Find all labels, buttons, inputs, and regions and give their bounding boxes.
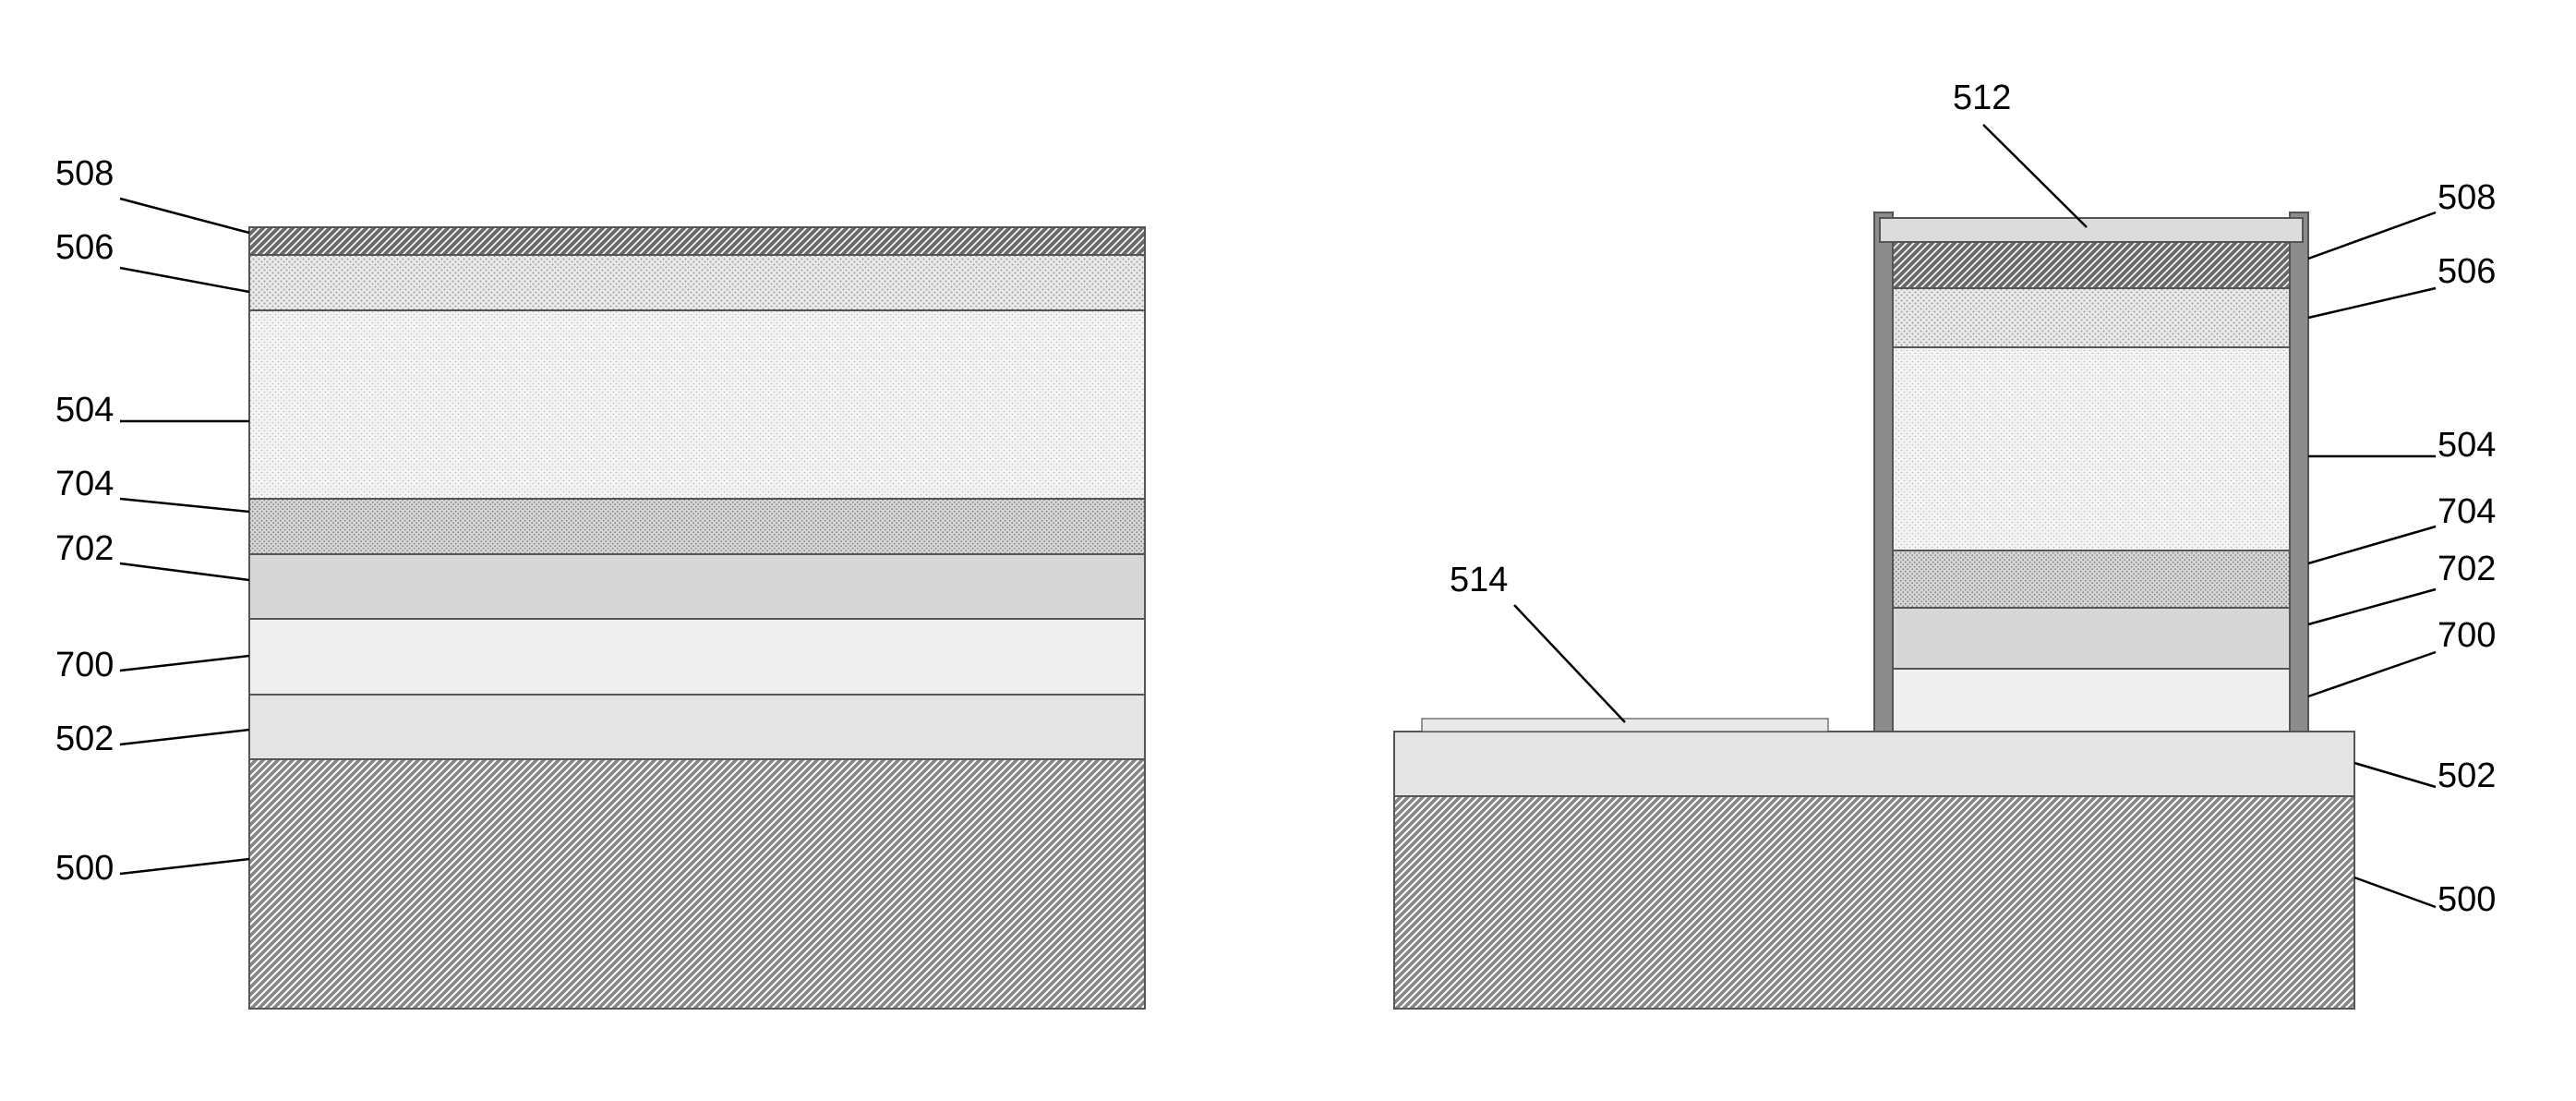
left-label-508: 508 — [55, 154, 114, 193]
left-label-506: 506 — [55, 228, 114, 267]
right-layer-702 — [1893, 608, 2290, 669]
right-label-504: 504 — [2438, 426, 2496, 465]
right-label-700: 700 — [2438, 616, 2496, 655]
left-label-704: 704 — [55, 465, 114, 503]
right-layer-512-cap — [1880, 218, 2303, 242]
right-label-704: 704 — [2438, 492, 2496, 531]
right-leader-508 — [2308, 212, 2436, 259]
right-layer-704 — [1893, 550, 2290, 608]
left-leader-702 — [120, 563, 249, 580]
right-label-506: 506 — [2438, 252, 2496, 291]
right-leader-500 — [2354, 877, 2436, 907]
left-layer-508 — [249, 227, 1145, 255]
right-layer-508 — [1893, 242, 2290, 288]
left-layer-504 — [249, 310, 1145, 499]
left-layer-704 — [249, 499, 1145, 554]
right-layer-506 — [1893, 288, 2290, 347]
left-leader-500 — [120, 859, 249, 874]
right-512-sidewall-right — [2290, 212, 2308, 732]
left-label-700: 700 — [55, 646, 114, 684]
right-layer-502 — [1394, 732, 2354, 796]
right-512-sidewall-left — [1874, 212, 1893, 732]
figure-canvas: 508 506 504 704 702 700 502 500 512 508 506 504 704 7… — [0, 0, 2576, 1101]
right-label-508: 508 — [2438, 178, 2496, 217]
right-leader-512 — [1983, 125, 2087, 227]
right-layer-500 — [1394, 796, 2354, 1009]
left-label-702: 702 — [55, 529, 114, 568]
right-leader-514 — [1514, 605, 1625, 722]
right-leader-704 — [2308, 526, 2436, 563]
right-leader-700 — [2308, 652, 2436, 696]
right-label-512: 512 — [1953, 79, 2011, 117]
left-label-504: 504 — [55, 391, 114, 430]
right-label-514: 514 — [1450, 561, 1508, 599]
right-label-500: 500 — [2438, 880, 2496, 919]
right-layer-700 — [1893, 669, 2290, 732]
right-layer-504 — [1893, 347, 2290, 550]
left-layer-502 — [249, 695, 1145, 759]
right-leader-502 — [2354, 763, 2436, 787]
left-leader-704 — [120, 499, 249, 512]
left-layer-700 — [249, 619, 1145, 695]
left-leader-508 — [120, 199, 249, 233]
right-label-502: 502 — [2438, 756, 2496, 795]
right-leader-506 — [2308, 288, 2436, 318]
left-layer-702 — [249, 554, 1145, 619]
left-layer-500 — [249, 759, 1145, 1009]
left-leader-502 — [120, 730, 249, 744]
left-leader-700 — [120, 656, 249, 671]
left-label-500: 500 — [55, 849, 114, 888]
right-label-702: 702 — [2438, 550, 2496, 588]
left-leader-506 — [120, 268, 249, 292]
right-layer-514 — [1422, 719, 1828, 732]
left-label-502: 502 — [55, 720, 114, 758]
left-layer-506 — [249, 255, 1145, 310]
right-leader-702 — [2308, 589, 2436, 624]
